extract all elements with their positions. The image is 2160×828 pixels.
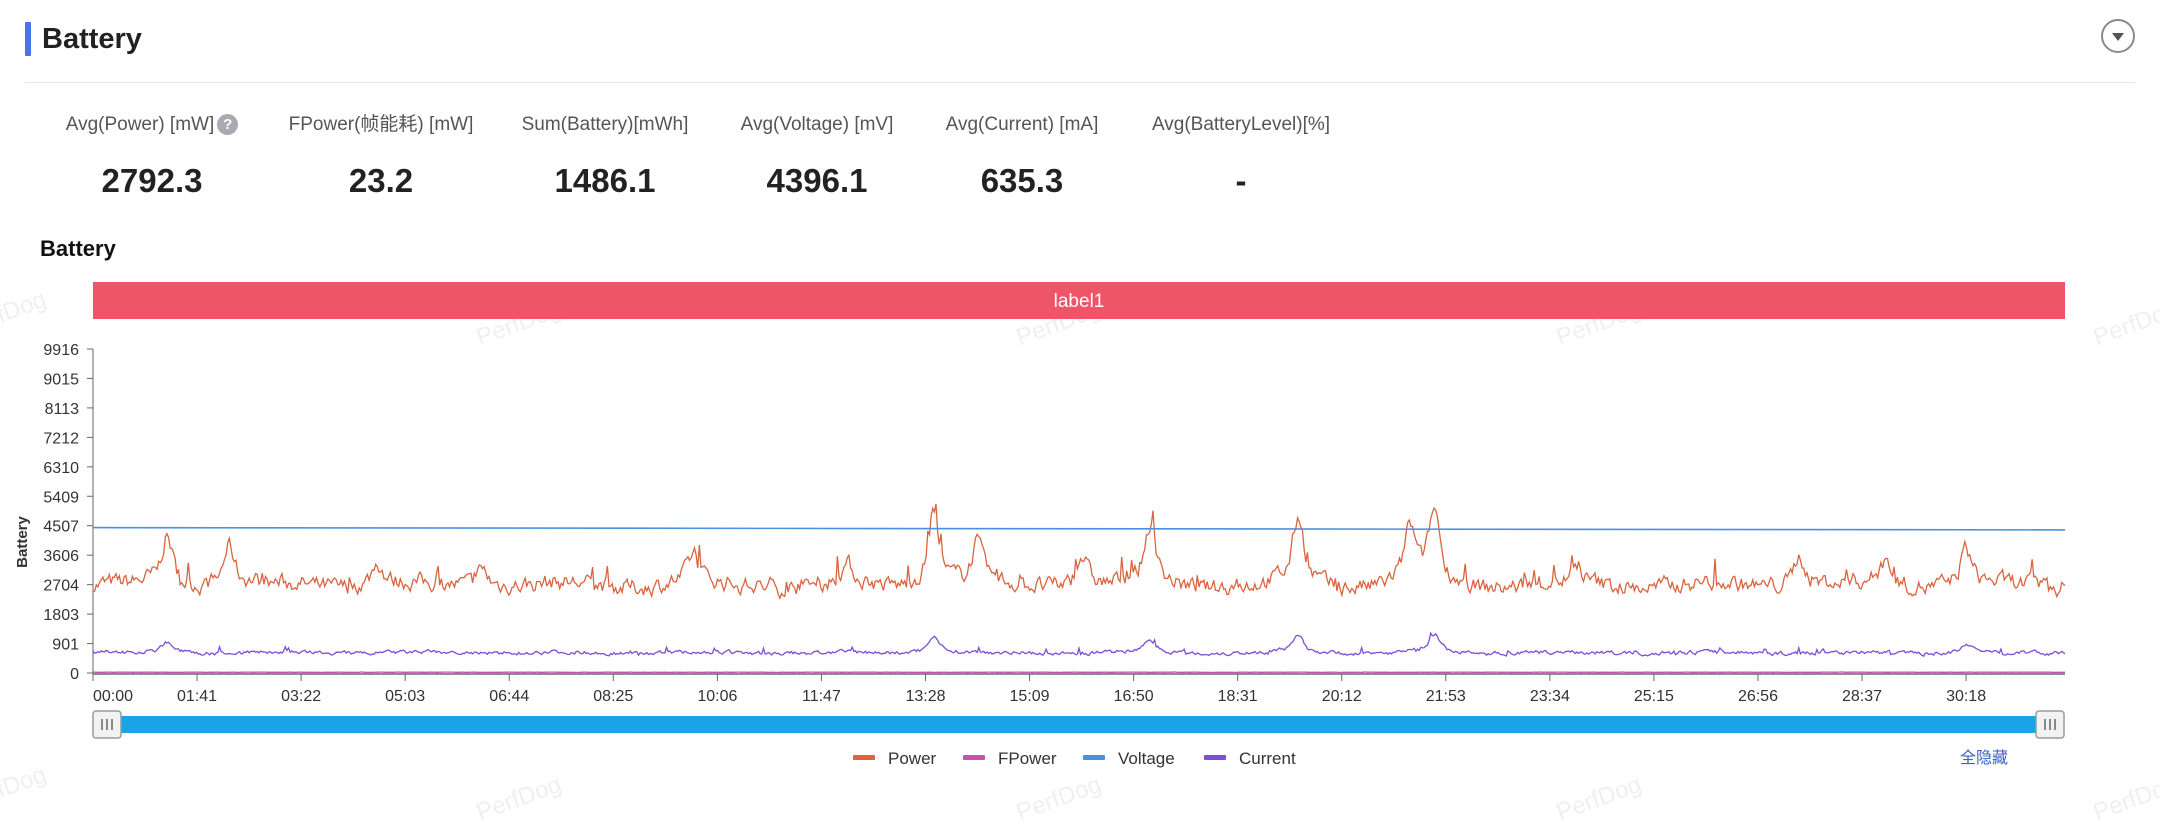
chart-title: Battery — [40, 236, 116, 261]
series-line-voltage — [92, 526, 2066, 531]
y-tick-label: 3606 — [43, 548, 79, 565]
x-tick-label: 28:37 — [1842, 688, 1882, 705]
x-tick-label: 03:22 — [281, 688, 321, 705]
metric-label: Avg(BatteryLevel)[%] — [1151, 114, 1331, 135]
metric-value: 2792.3 — [101, 162, 203, 199]
metric-avg-voltage: Avg(Voltage) [mV] 4396.1 — [717, 110, 917, 200]
x-tick-label: 10:06 — [697, 688, 737, 705]
range-slider[interactable] — [92, 710, 2065, 739]
y-tick-label: 0 — [70, 666, 79, 683]
metric-value: 23.2 — [348, 162, 414, 199]
metric-label: Avg(Power) [mW] — [65, 114, 215, 135]
x-tick-label: 21:53 — [1426, 688, 1466, 705]
y-tick-label: 5409 — [43, 489, 79, 506]
x-tick-label: 13:28 — [905, 688, 945, 705]
slider-track[interactable] — [100, 716, 2050, 733]
series-line-current — [92, 631, 2066, 657]
x-tick-label: 20:12 — [1322, 688, 1362, 705]
metric-value: - — [1235, 162, 1247, 199]
slider-handle-left[interactable] — [92, 710, 122, 739]
hide-all-button[interactable]: 全隐藏 — [1960, 749, 2008, 767]
x-tick-label: 16:50 — [1114, 688, 1154, 705]
x-tick-label: 00:00 — [93, 688, 133, 705]
x-tick-label: 08:25 — [593, 688, 633, 705]
metric-sum-battery: Sum(Battery)[mWh] 1486.1 — [505, 110, 705, 200]
legend-swatch-power — [853, 755, 875, 760]
label-band-text: label1 — [1054, 291, 1105, 312]
legend: Power FPower Voltage Current — [853, 749, 1296, 768]
y-axis-title: Battery — [14, 515, 31, 567]
y-tick-label: 6310 — [43, 460, 79, 477]
x-tick-label: 01:41 — [177, 688, 217, 705]
legend-label-voltage: Voltage — [1118, 749, 1175, 768]
metric-value: 1486.1 — [554, 162, 656, 199]
x-tick-label: 30:18 — [1946, 688, 1986, 705]
collapse-button[interactable] — [2101, 19, 2135, 53]
series-layer — [92, 503, 2066, 674]
x-tick-label: 15:09 — [1010, 688, 1050, 705]
series-line-fpower — [93, 671, 2066, 674]
legend-label-power: Power — [888, 749, 937, 768]
series-line-power — [92, 503, 2066, 601]
y-tick-label: 7212 — [43, 430, 79, 447]
legend-item-power[interactable]: Power — [853, 749, 937, 768]
metric-value: 4396.1 — [766, 162, 868, 199]
metric-fpower: FPower(帧能耗) [mW] 23.2 — [281, 110, 481, 200]
y-tick-label: 9015 — [43, 371, 79, 388]
legend-item-fpower[interactable]: FPower — [963, 749, 1057, 768]
legend-label-fpower: FPower — [998, 749, 1057, 768]
metric-avg-current: Avg(Current) [mA] 635.3 — [922, 110, 1122, 200]
x-tick-label: 06:44 — [489, 688, 529, 705]
legend-swatch-current — [1204, 755, 1226, 760]
x-tick-label: 25:15 — [1634, 688, 1674, 705]
y-tick-label: 9916 — [43, 342, 79, 359]
metric-value: 635.3 — [980, 162, 1064, 199]
y-tick-label: 4507 — [43, 519, 79, 536]
y-tick-label: 1803 — [43, 607, 79, 624]
metric-label: FPower(帧能耗) [mW] — [288, 114, 474, 135]
y-tick-label: 901 — [52, 637, 79, 654]
metric-label: Sum(Battery)[mWh] — [521, 114, 689, 135]
y-tick-label: 2704 — [43, 578, 79, 595]
chevron-down-icon — [2112, 33, 2124, 41]
legend-swatch-fpower — [963, 755, 985, 760]
x-tick-label: 26:56 — [1738, 688, 1778, 705]
metric-avg-power: Avg(Power) [mW]? 2792.3 — [52, 110, 252, 200]
x-tick-label: 11:47 — [802, 688, 841, 705]
legend-item-voltage[interactable]: Voltage — [1083, 749, 1175, 768]
metric-label: Avg(Current) [mA] — [945, 114, 1099, 135]
section-title: Battery — [42, 23, 142, 55]
legend-item-current[interactable]: Current — [1204, 749, 1296, 768]
slider-handle-right[interactable] — [2035, 710, 2065, 739]
y-axis: 0 901 1803 2704 3606 4507 5409 6310 7212 8113 9015… — [43, 342, 94, 683]
x-tick-label: 18:31 — [1218, 688, 1258, 705]
header-accent-bar — [25, 22, 31, 56]
section-header: Battery — [25, 18, 2135, 83]
metric-label: Avg(Voltage) [mV] — [740, 114, 894, 135]
metric-avg-battery-level: Avg(BatteryLevel)[%] - — [1133, 110, 1349, 200]
legend-label-current: Current — [1239, 749, 1296, 768]
legend-swatch-voltage — [1083, 755, 1105, 760]
x-axis: 00:00 01:41 03:22 05:03 06:44 08:25 10:06 11:47… — [92, 673, 2065, 705]
label-band[interactable] — [93, 282, 2065, 319]
x-tick-label: 23:34 — [1530, 688, 1570, 705]
help-icon[interactable]: ? — [217, 114, 239, 135]
x-tick-label: 05:03 — [385, 688, 425, 705]
y-tick-label: 8113 — [45, 401, 80, 418]
